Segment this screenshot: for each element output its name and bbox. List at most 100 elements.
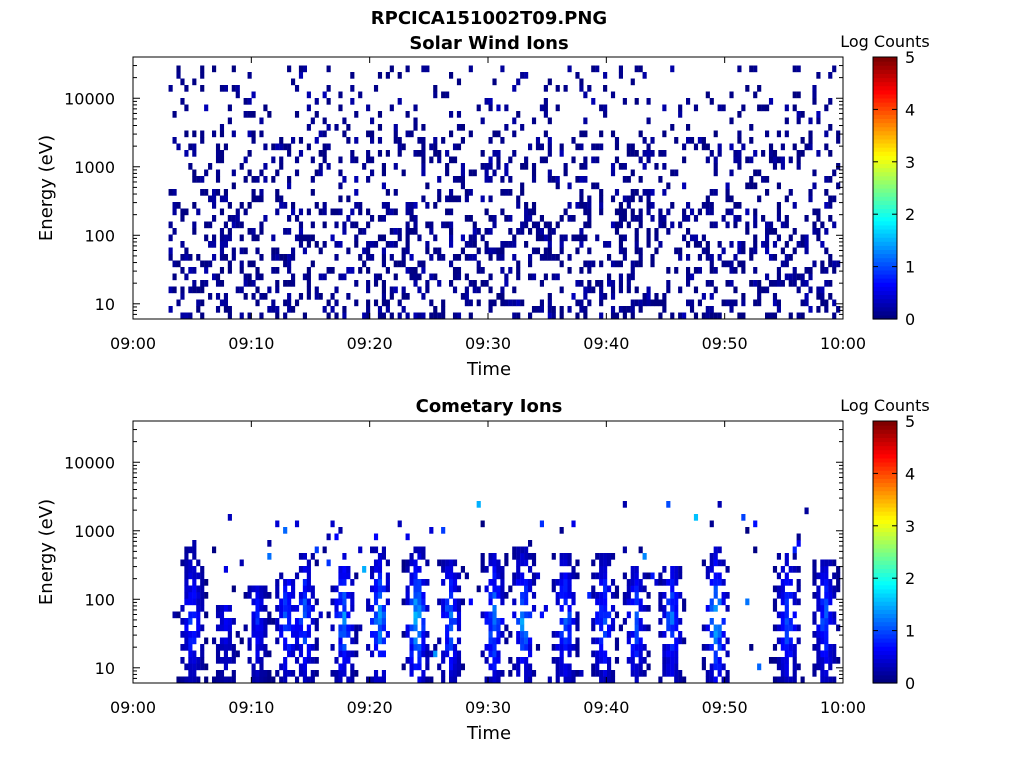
p2-cell xyxy=(441,527,446,534)
p1-cell xyxy=(555,182,560,190)
p2-cell xyxy=(670,644,675,651)
p2-cell xyxy=(294,644,300,651)
p1-cell xyxy=(251,111,256,118)
p2-cell xyxy=(456,657,462,664)
p1-cell xyxy=(516,273,521,281)
p1-cell xyxy=(251,137,256,144)
p1-cell xyxy=(559,234,564,242)
p1-cell xyxy=(808,189,813,196)
p2-cell xyxy=(717,657,722,664)
p1-cell xyxy=(816,150,821,157)
p2-cell xyxy=(204,663,209,671)
p1-cell xyxy=(768,98,774,105)
p2-cell xyxy=(772,657,778,664)
p2-cell xyxy=(413,637,418,645)
p1-xtick-label: 09:20 xyxy=(347,334,393,353)
p2-cell xyxy=(492,585,497,593)
p2-cell xyxy=(599,644,604,651)
p1-cell xyxy=(476,104,481,112)
p2-cell xyxy=(401,663,406,671)
p2-cell xyxy=(670,572,675,580)
p1-cell xyxy=(413,312,418,320)
p2-cell xyxy=(559,618,564,625)
p1-cell xyxy=(721,260,726,268)
p2-cell xyxy=(334,533,339,541)
p1-cell xyxy=(832,312,837,320)
p1-cell xyxy=(583,163,588,170)
p2-cell xyxy=(255,585,260,593)
p1-colorbar-swatch xyxy=(873,77,897,83)
p2-cell xyxy=(630,585,635,593)
p2-cell xyxy=(784,592,789,599)
p2-cell xyxy=(682,605,687,612)
p1-cell xyxy=(362,260,367,268)
p1-cell xyxy=(709,267,714,274)
p1-colorbar-tick-label: 2 xyxy=(905,205,915,224)
p1-cell xyxy=(172,286,177,294)
p2-cell xyxy=(326,611,331,619)
p1-cell xyxy=(820,241,825,248)
p2-cell xyxy=(603,670,608,677)
p2-cell xyxy=(836,624,841,632)
p1-cell xyxy=(713,156,718,164)
p1-xtick-label: 09:10 xyxy=(228,334,274,353)
p1-cell xyxy=(208,260,213,268)
p1-cell xyxy=(287,306,292,313)
p1-cell xyxy=(634,98,639,105)
p2-cell xyxy=(488,611,493,619)
p1-cell xyxy=(192,280,197,287)
p1-cell xyxy=(567,254,572,261)
p1-cell xyxy=(271,234,276,242)
p2-cell xyxy=(302,631,307,638)
p1-cell xyxy=(796,312,801,320)
p1-cell xyxy=(524,156,529,164)
p2-cell xyxy=(800,676,805,684)
p2-cell xyxy=(634,618,639,625)
p1-cell xyxy=(366,306,371,313)
p1-cell xyxy=(567,215,572,222)
p2-cell xyxy=(567,618,572,625)
p1-cell xyxy=(753,267,758,274)
p2-cell xyxy=(267,650,272,658)
p1-cell xyxy=(689,273,695,281)
p1-cell xyxy=(765,189,770,196)
p1-cell xyxy=(381,293,386,300)
p2-cell xyxy=(559,650,564,658)
p2-cell xyxy=(784,618,789,625)
p1-cell xyxy=(737,156,742,164)
p1-cell xyxy=(247,98,252,105)
p1-cell xyxy=(188,143,193,151)
p2-cell xyxy=(247,657,252,664)
p2-cell xyxy=(741,514,746,521)
p1-cell xyxy=(405,293,410,300)
p1-cell xyxy=(251,176,256,183)
p2-cell xyxy=(784,553,789,560)
p1-cell xyxy=(298,241,304,248)
p1-cell xyxy=(547,169,552,177)
p2-cell xyxy=(267,670,272,677)
p1-cell xyxy=(484,208,489,216)
p2-cell xyxy=(298,598,304,606)
p2-cell xyxy=(188,637,193,645)
p1-cell xyxy=(551,306,556,313)
p2-cell xyxy=(607,657,612,664)
p2-cell xyxy=(500,585,505,593)
p2-cell xyxy=(709,520,714,528)
p2-cell xyxy=(772,676,778,684)
p1-cell xyxy=(429,273,434,281)
p1-cell xyxy=(512,286,517,294)
p2-cell xyxy=(682,676,687,684)
p2-cell xyxy=(306,585,311,593)
p1-cell xyxy=(287,260,292,268)
p1-cell xyxy=(658,299,663,307)
p1-cell xyxy=(508,299,513,307)
p2-cell xyxy=(449,618,454,625)
p1-cell xyxy=(733,202,738,209)
p1-cell xyxy=(279,202,284,209)
p2-cell xyxy=(417,663,422,671)
p1-cell xyxy=(291,208,296,216)
p1-cell xyxy=(618,273,623,281)
p1-cell xyxy=(772,293,778,300)
p2-cell xyxy=(302,637,307,645)
p1-cell xyxy=(287,215,292,222)
